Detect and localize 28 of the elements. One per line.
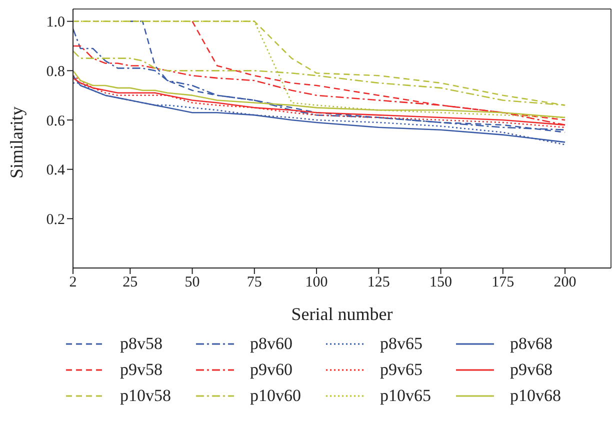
legend-label: p10v65 xyxy=(380,386,431,406)
legend-label: p9v60 xyxy=(250,360,292,380)
x-tick-label: 175 xyxy=(492,274,514,291)
x-tick-label: 200 xyxy=(554,274,576,291)
y-axis-title: Similarity xyxy=(6,106,26,178)
y-tick-label: 1.0 xyxy=(46,14,65,31)
x-tick-label: 125 xyxy=(367,274,390,291)
legend-label: p8v65 xyxy=(380,334,422,354)
legend-label: p10v68 xyxy=(510,386,561,406)
x-tick-label: 75 xyxy=(246,274,262,291)
x-tick-label: 100 xyxy=(305,274,328,291)
legend-label: p8v60 xyxy=(250,334,292,354)
y-tick-label: 0.4 xyxy=(46,162,66,179)
legend-label: p9v58 xyxy=(120,360,162,380)
legend-label: p10v58 xyxy=(120,386,171,406)
x-tick-label: 25 xyxy=(122,274,138,291)
legend-label: p8v68 xyxy=(510,334,552,354)
x-tick-label: 2 xyxy=(69,274,77,291)
x-tick-label: 50 xyxy=(184,274,200,291)
legend-label: p9v65 xyxy=(380,360,422,380)
y-tick-label: 0.2 xyxy=(46,212,65,228)
legend-label: p8v58 xyxy=(120,334,162,354)
x-tick-label: 150 xyxy=(430,274,452,291)
x-axis-title: Serial number xyxy=(291,304,393,324)
y-tick-label: 0.6 xyxy=(46,113,66,130)
y-tick-label: 0.8 xyxy=(46,64,65,80)
legend-label: p9v68 xyxy=(510,360,552,380)
legend-label: p10v60 xyxy=(250,386,301,406)
